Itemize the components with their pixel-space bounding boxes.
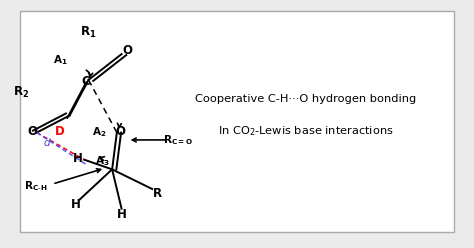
Text: O: O	[123, 44, 133, 57]
Text: H: H	[117, 208, 127, 221]
Text: $\mathbf{R_{C\text{-}H}}$: $\mathbf{R_{C\text{-}H}}$	[24, 180, 47, 193]
FancyArrowPatch shape	[118, 123, 121, 127]
FancyArrowPatch shape	[100, 157, 104, 160]
Text: O: O	[115, 125, 125, 138]
Text: R: R	[153, 187, 163, 200]
Text: H: H	[73, 152, 82, 165]
Text: $\mathbf{R_2}$: $\mathbf{R_2}$	[13, 85, 29, 100]
FancyArrowPatch shape	[86, 70, 92, 77]
FancyBboxPatch shape	[20, 11, 454, 232]
Text: C: C	[81, 75, 90, 88]
Text: $\mathbf{A_3}$: $\mathbf{A_3}$	[95, 154, 110, 168]
Text: In CO$_2$-Lewis base interactions: In CO$_2$-Lewis base interactions	[218, 124, 393, 138]
Text: $\mathbf{A_2}$: $\mathbf{A_2}$	[92, 125, 107, 139]
Text: O: O	[27, 125, 37, 138]
Text: $d$: $d$	[43, 136, 52, 148]
FancyArrowPatch shape	[132, 138, 166, 142]
Text: Cooperative C-H···O hydrogen bonding: Cooperative C-H···O hydrogen bonding	[195, 94, 416, 104]
Text: $\mathbf{R_{C=O}}$: $\mathbf{R_{C=O}}$	[163, 133, 193, 147]
Text: $\mathbf{D}$: $\mathbf{D}$	[54, 125, 65, 138]
Text: H: H	[71, 198, 81, 211]
Text: $\mathbf{A_1}$: $\mathbf{A_1}$	[53, 53, 68, 67]
Text: $\mathbf{R_1}$: $\mathbf{R_1}$	[81, 25, 97, 40]
FancyArrowPatch shape	[55, 169, 100, 183]
